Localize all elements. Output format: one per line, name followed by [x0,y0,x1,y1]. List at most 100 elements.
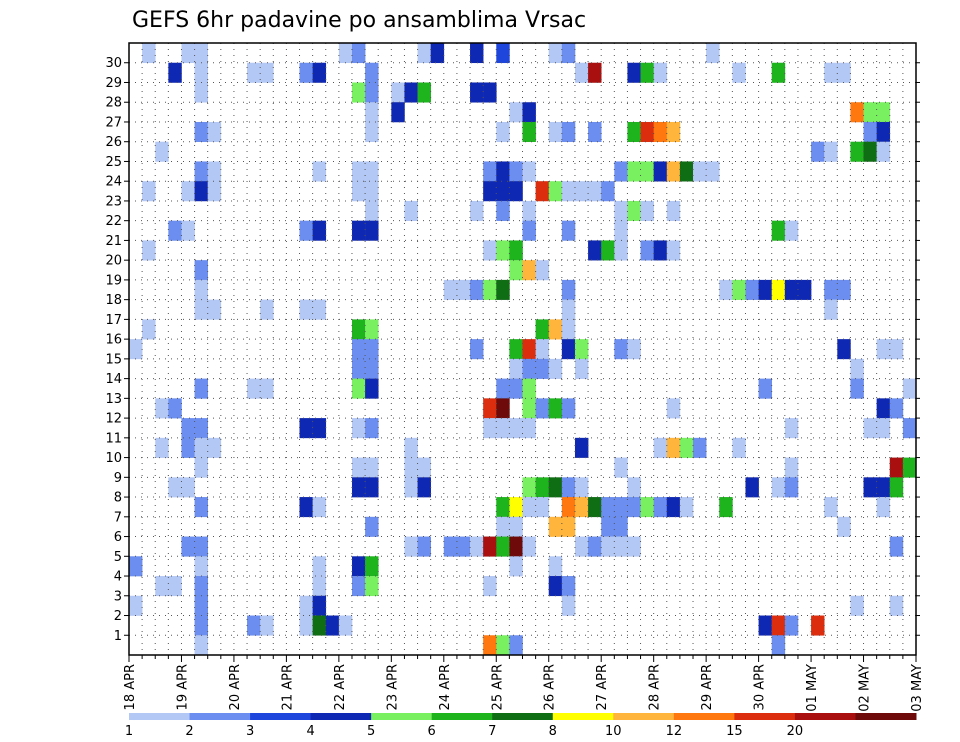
heatmap-cell [365,200,379,221]
heatmap-cell [640,200,654,221]
heatmap-cell [561,497,576,518]
heatmap-cell [627,477,641,498]
heatmap-cell [548,181,563,202]
heatmap-cell [863,121,877,143]
heatmap-cell [837,279,851,300]
y-tick-label: 16 [105,333,122,348]
y-tick-label: 1 [114,629,122,644]
heatmap-cell [351,477,366,498]
x-tick-label: 29 APR [700,664,715,710]
heatmap-cell [351,358,366,379]
heatmap-cell [522,200,536,221]
heatmap-cell [548,477,563,498]
heatmap-cell [627,62,641,83]
colorbar-segment [250,713,312,720]
heatmap-cell [653,240,668,261]
x-tick-label: 02 MAY [858,664,873,712]
x-tick-label: 03 MAY [910,664,925,712]
heatmap-cell [351,378,366,399]
heatmap-cell [653,121,668,143]
heatmap-cell [365,457,379,478]
heatmap-cell [640,62,654,83]
heatmap-cell [784,418,799,439]
heatmap-cell [574,536,589,557]
heatmap-cell [168,398,182,419]
heatmap-cell [142,319,156,340]
heatmap-cell [417,477,431,498]
heatmap-cell [325,615,340,636]
colorbar-label: 3 [246,724,254,739]
heatmap-cell [142,43,156,64]
heatmap-cell [207,181,222,202]
heatmap-cell [601,516,615,537]
heatmap-cell [666,398,681,419]
heatmap-cell [181,477,195,498]
heatmap-cell [614,516,628,537]
heatmap-cell [496,378,510,399]
heatmap-cell [548,398,563,419]
heatmap-cell [640,121,654,143]
heatmap-cell [522,418,536,439]
heatmap-cell [351,556,366,577]
heatmap-cell [470,339,484,360]
heatmap-cell [797,279,812,300]
heatmap-cell [483,181,497,202]
heatmap-cell [483,418,497,439]
y-tick-label: 28 [105,96,122,111]
heatmap-cell [129,339,143,360]
heatmap-cell [732,279,746,300]
heatmap-cell [561,181,576,202]
colorbar-segment [310,713,372,720]
heatmap-cell [863,141,877,162]
heatmap-cell [194,279,208,300]
heatmap-cell [509,378,523,399]
heatmap-cell [850,358,864,379]
heatmap-cell [876,418,891,439]
heatmap-cell [535,260,550,281]
heatmap-cell [155,576,169,597]
colorbar-label: 8 [549,724,557,739]
heatmap-cell [561,121,576,143]
heatmap-cell [404,200,418,221]
heatmap-cell [365,62,379,83]
heatmap-cell [771,615,786,636]
heatmap-cell [522,497,536,518]
heatmap-cell [509,358,523,379]
y-tick-label: 11 [105,431,122,446]
colorbar-segment [734,713,796,720]
y-tick-label: 25 [105,155,122,170]
heatmap-cell [824,497,838,518]
heatmap-cell [653,161,668,182]
heatmap-cell [522,121,536,143]
heatmap-cell [365,102,379,123]
colorbar-segment [855,713,917,720]
colorbar-segment [794,713,856,720]
heatmap-cell [496,279,510,300]
heatmap-cell [417,82,431,103]
heatmap-cell [404,82,418,103]
heatmap-cell [588,121,602,143]
y-tick-label: 8 [114,491,122,506]
heatmap-cell [614,161,628,182]
heatmap-cell [627,339,641,360]
heatmap-cell [207,299,222,320]
heatmap-cell [194,378,208,399]
y-tick-label: 23 [105,194,122,209]
heatmap-cell [837,62,851,83]
heatmap-cell [404,457,418,478]
heatmap-cell [299,615,313,636]
heatmap-cell [889,477,904,498]
heatmap-cell [850,378,864,399]
heatmap-cell [824,62,838,83]
heatmap-cell [574,358,589,379]
heatmap-cell [574,437,589,458]
heatmap-cell [194,161,208,182]
heatmap-cell [574,497,589,518]
heatmap-cell [614,457,628,478]
heatmap-cell [483,279,497,300]
heatmap-cell [181,43,195,64]
heatmap-cell [181,181,195,202]
heatmap-cell [312,576,327,597]
heatmap-cell [561,299,576,320]
heatmap-cell [456,279,471,300]
